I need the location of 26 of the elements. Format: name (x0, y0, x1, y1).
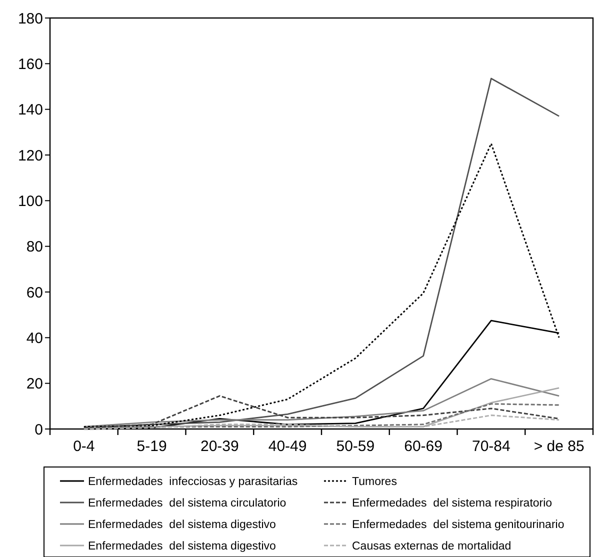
y-tick-label: 20 (26, 376, 43, 393)
y-tick-label: 80 (26, 238, 43, 256)
x-tick-label: > de 85 (534, 438, 584, 455)
x-tick-label: 40-49 (268, 438, 307, 455)
x-tick-label: 60-69 (404, 438, 442, 455)
legend-label: Enfermedades del sistema respiratorio (352, 498, 552, 510)
y-tick-label: 60 (26, 284, 43, 302)
legend-label: Causas externas de mortalidad (352, 540, 512, 553)
x-tick-label: 70-84 (472, 438, 510, 455)
y-tick-label: 100 (18, 192, 43, 210)
x-tick-label: 20-39 (200, 438, 239, 455)
legend-label: Enfermedades del sistema digestivo (88, 519, 276, 532)
x-tick-label: 50-59 (336, 438, 375, 455)
y-tick-label: 140 (18, 102, 43, 119)
y-tick-label: 180 (18, 10, 43, 28)
y-tick-label: 160 (18, 56, 43, 73)
legend-label: Enfermedades del sistema circulatorio (88, 498, 286, 510)
legend-label: Enfermedades infecciosas y parasitarias (88, 476, 298, 488)
legend-label: Enfermedades del sistema genitourinario (352, 519, 564, 532)
x-tick-label: 0-4 (73, 438, 95, 455)
y-tick-label: 120 (18, 147, 43, 164)
legend-label: Tumores (352, 476, 398, 488)
y-tick-label: 40 (26, 330, 43, 347)
legend-label: Enfermedades del sistema digestivo (88, 540, 276, 553)
y-tick-label: 0 (34, 421, 43, 438)
x-tick-label: 5-19 (136, 438, 167, 455)
